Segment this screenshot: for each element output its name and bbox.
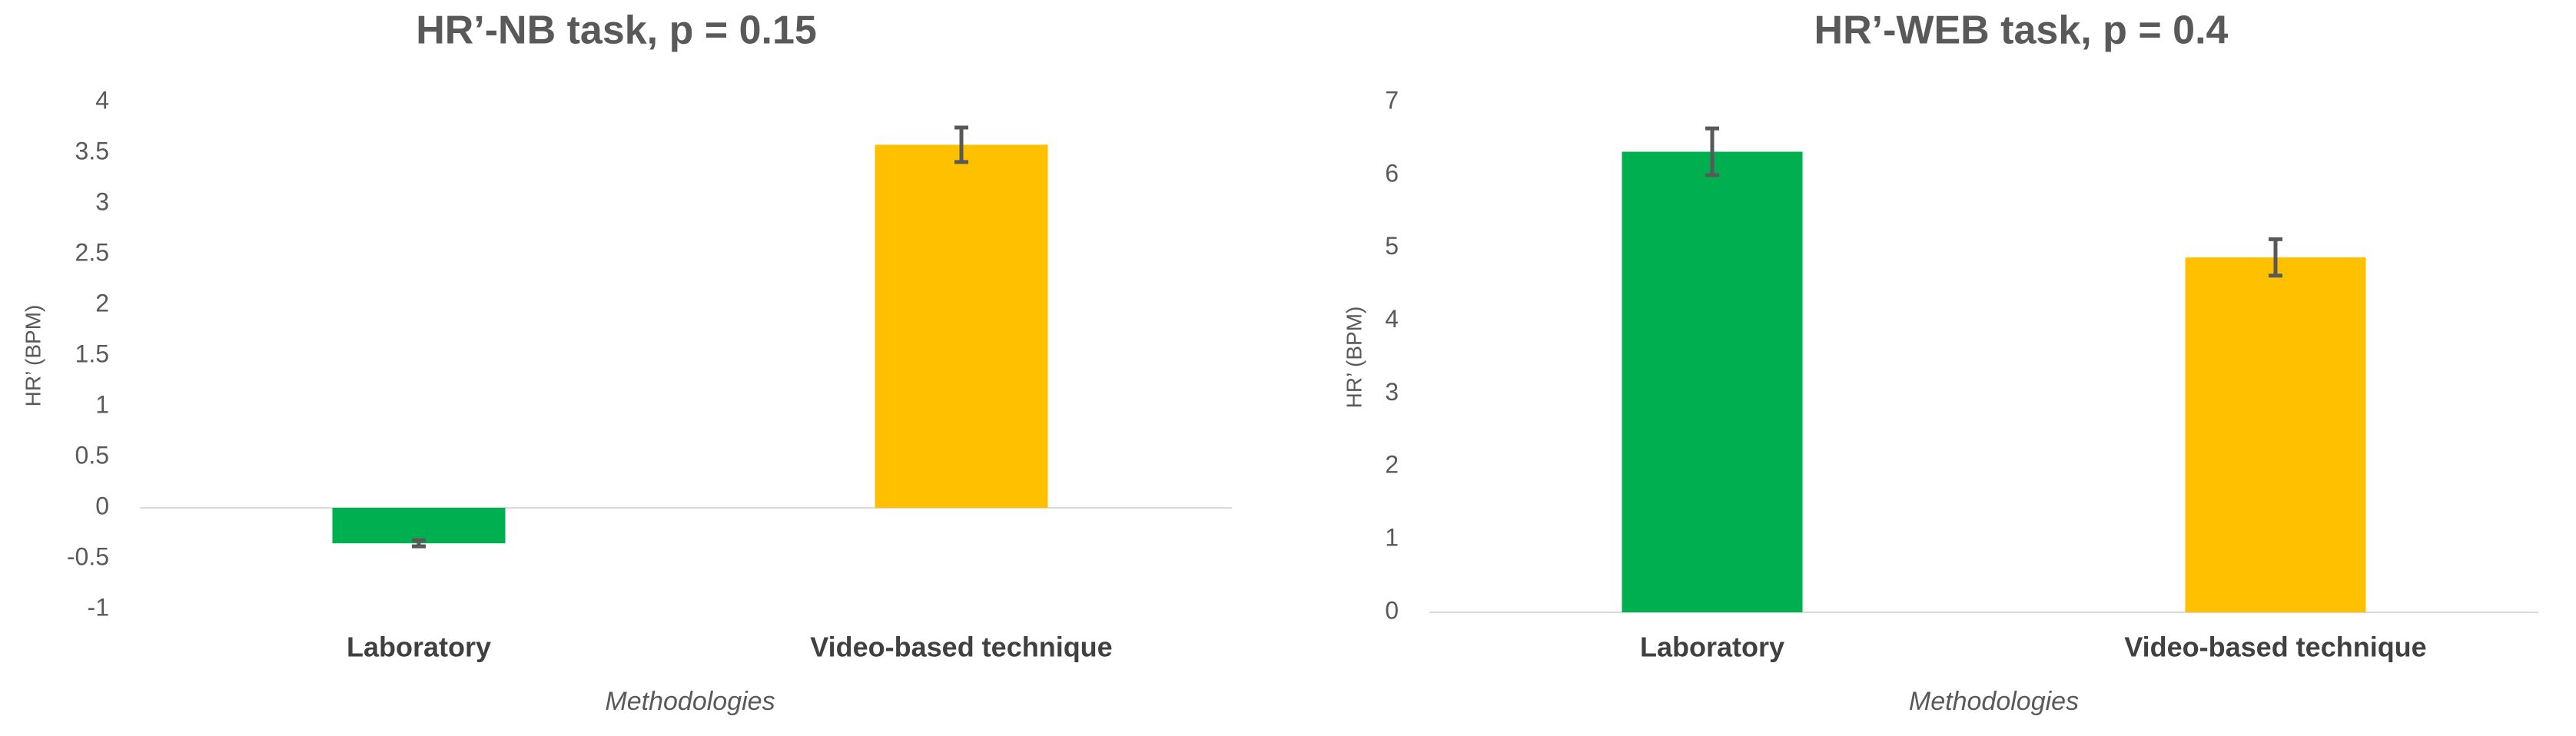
y-tick-label: 2 <box>1385 451 1399 479</box>
y-tick-label: 1 <box>1385 524 1399 552</box>
y-tick-label: 5 <box>1385 232 1399 260</box>
y-tick-label: 3 <box>1385 378 1399 406</box>
y-axis-label: HR’ (BPM) <box>1342 307 1366 409</box>
y-tick-label: 3.5 <box>75 137 109 164</box>
y-axis-label: HR’ (BPM) <box>21 305 45 407</box>
x-tick-label: Video-based technique <box>810 632 1112 663</box>
chart-title: HR’-NB task, p = 0.15 <box>416 8 817 53</box>
y-tick-label: 0 <box>1385 596 1399 624</box>
bar <box>2185 257 2366 612</box>
x-tick-label: Video-based technique <box>2124 632 2426 663</box>
bar <box>1622 151 1803 612</box>
y-tick-label: 2.5 <box>75 238 109 266</box>
y-tick-label: 6 <box>1385 159 1399 187</box>
x-tick-label: Laboratory <box>347 632 491 663</box>
chart-title: HR’-WEB task, p = 0.4 <box>1814 8 2229 53</box>
y-tick-label: 2 <box>95 289 109 317</box>
y-tick-label: 1.5 <box>75 340 109 367</box>
y-tick-label: 3 <box>95 187 109 215</box>
y-tick-label: 7 <box>1385 86 1399 114</box>
y-tick-label: -0.5 <box>67 542 109 570</box>
y-tick-label: 0.5 <box>75 441 109 469</box>
y-tick-label: -1 <box>88 593 109 621</box>
bar <box>875 144 1048 508</box>
y-tick-label: 1 <box>95 390 109 418</box>
x-tick-label: Laboratory <box>1640 632 1784 663</box>
x-axis-label: Methodologies <box>605 687 775 716</box>
y-tick-label: 4 <box>1385 305 1399 333</box>
y-tick-label: 0 <box>95 492 109 519</box>
bar <box>332 508 506 544</box>
x-axis-label: Methodologies <box>1909 687 2079 716</box>
y-tick-label: 4 <box>95 86 109 114</box>
